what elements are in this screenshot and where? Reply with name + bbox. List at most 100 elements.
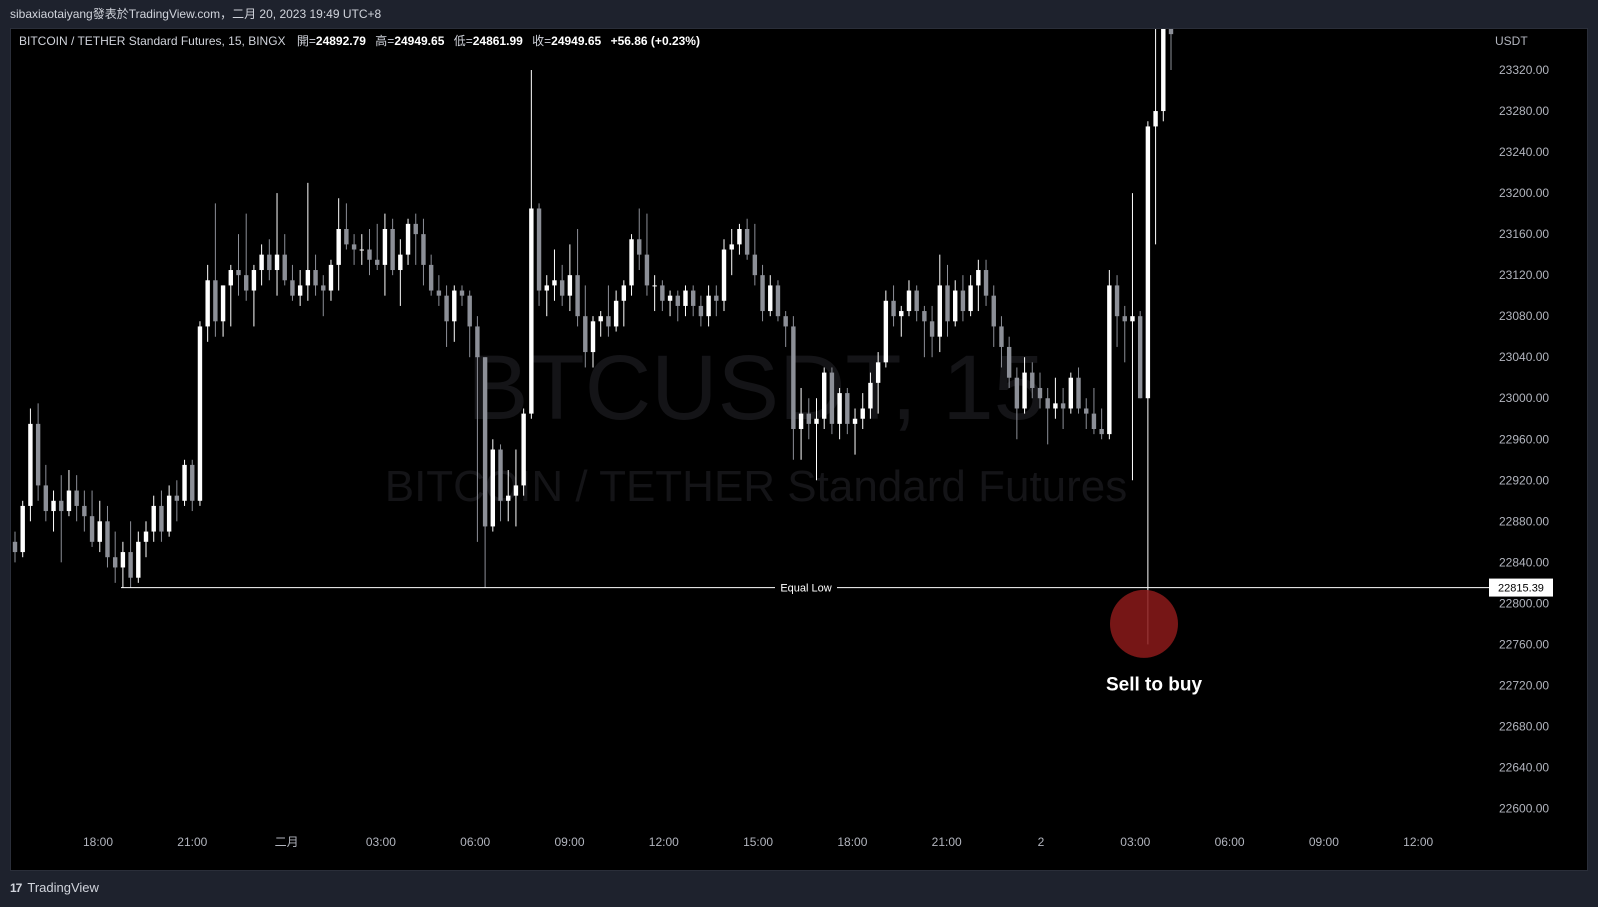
candle	[59, 475, 64, 563]
candle	[274, 193, 280, 296]
candle	[35, 403, 41, 501]
chart-frame[interactable]: BTCUSDT, 15 BITCOIN / TETHER Standard Fu…	[10, 28, 1588, 871]
candle-body	[143, 531, 149, 542]
candle	[205, 264, 210, 342]
candle-body	[244, 275, 249, 291]
candle-body	[852, 418, 858, 424]
candle	[1030, 362, 1035, 399]
candle-body	[937, 285, 942, 337]
candle	[375, 223, 380, 271]
candle	[683, 285, 688, 317]
candle-body	[367, 249, 372, 260]
candle	[1161, 29, 1166, 122]
price-tick-label: 22760.00	[1499, 637, 1549, 651]
candle-body	[798, 413, 804, 429]
legend-close-label: 收=	[532, 34, 551, 48]
time-tick-label: 09:00	[554, 835, 584, 849]
candle-body	[336, 229, 341, 265]
candle	[822, 367, 827, 429]
candle	[845, 387, 850, 435]
time-tick-label: 二月	[275, 835, 299, 849]
candle-body	[536, 208, 542, 291]
candle-body	[991, 295, 996, 327]
candle-body	[1037, 387, 1043, 399]
time-tick-label: 18:00	[83, 835, 113, 849]
candle	[575, 229, 580, 327]
candle-body	[744, 229, 750, 255]
candle	[506, 470, 511, 522]
candle	[136, 531, 141, 583]
candle-body	[968, 285, 973, 312]
candle-body	[1137, 316, 1143, 399]
tradingview-brand[interactable]: 17 TradingView	[10, 880, 99, 895]
candle-body	[328, 264, 334, 291]
candle	[290, 264, 295, 301]
candle-body	[706, 295, 711, 317]
candle-body	[290, 280, 295, 296]
candle-body	[1014, 377, 1020, 409]
candle-body	[737, 229, 742, 245]
candle-body	[721, 249, 727, 301]
candle	[305, 182, 311, 301]
price-tick-label: 23240.00	[1499, 145, 1549, 159]
candle-body	[683, 290, 688, 306]
candle-body	[837, 393, 842, 424]
candlestick-chart[interactable]: BTCUSDT, 15 BITCOIN / TETHER Standard Fu…	[11, 29, 1589, 872]
legend-open-label: 開=	[297, 34, 316, 48]
candle	[143, 521, 149, 558]
price-tick-label: 23000.00	[1499, 391, 1549, 405]
candle	[567, 244, 573, 312]
candle	[606, 285, 611, 337]
candle-body	[305, 270, 311, 286]
candle-body	[321, 285, 326, 291]
candle-body	[251, 270, 257, 291]
candle-body	[644, 254, 650, 286]
candle-body	[82, 505, 87, 517]
candle	[690, 285, 696, 317]
candle-body	[976, 270, 981, 286]
time-tick-label: 06:00	[460, 835, 490, 849]
time-axis[interactable]: 18:00 21:00 二月 03:00 06:00 09:00 12:00 15:00 18:…	[83, 835, 1434, 849]
candle	[899, 305, 904, 337]
candle	[791, 316, 796, 460]
candle	[336, 198, 341, 291]
candle-body	[814, 418, 819, 424]
candle	[860, 393, 865, 429]
candle	[1130, 193, 1135, 481]
candle-body	[197, 326, 203, 501]
candle	[1006, 336, 1012, 388]
candle-body	[660, 285, 665, 301]
candle	[953, 280, 958, 327]
candle	[282, 234, 287, 286]
candle-body	[228, 270, 233, 286]
candle	[621, 280, 627, 327]
candle	[868, 372, 873, 419]
candle	[351, 234, 357, 265]
price-tick-label: 22720.00	[1499, 678, 1549, 692]
legend-symbol: BITCOIN / TETHER Standard Futures, 15, B…	[19, 34, 286, 48]
candle	[344, 203, 349, 250]
candle-body	[714, 295, 719, 301]
candle-body	[136, 541, 141, 578]
candle	[706, 285, 711, 327]
svg-text:BITCOIN / TETHER Standard Futu: BITCOIN / TETHER Standard Futures, 15, B…	[19, 33, 700, 48]
candle	[529, 70, 534, 419]
price-axis[interactable]: 23320.00 23280.00 23240.00 23200.00 23160.00…	[1499, 63, 1549, 815]
candle-body	[436, 290, 442, 296]
candle-body	[914, 290, 919, 312]
footer-brand: TradingView	[27, 880, 99, 895]
candle-body	[544, 285, 549, 291]
candle	[159, 490, 164, 542]
candle-body	[151, 505, 156, 532]
candle-body	[174, 495, 180, 501]
footer-bar: 17 TradingView	[0, 871, 1598, 907]
candle	[452, 285, 457, 342]
candle-body	[845, 393, 850, 424]
legend: BITCOIN / TETHER Standard Futures, 15, B…	[19, 33, 700, 48]
candle	[267, 239, 272, 281]
candle	[467, 290, 472, 358]
candle	[752, 223, 758, 286]
candle	[12, 531, 18, 563]
candle-body	[521, 413, 526, 486]
candle-body	[1053, 403, 1058, 409]
